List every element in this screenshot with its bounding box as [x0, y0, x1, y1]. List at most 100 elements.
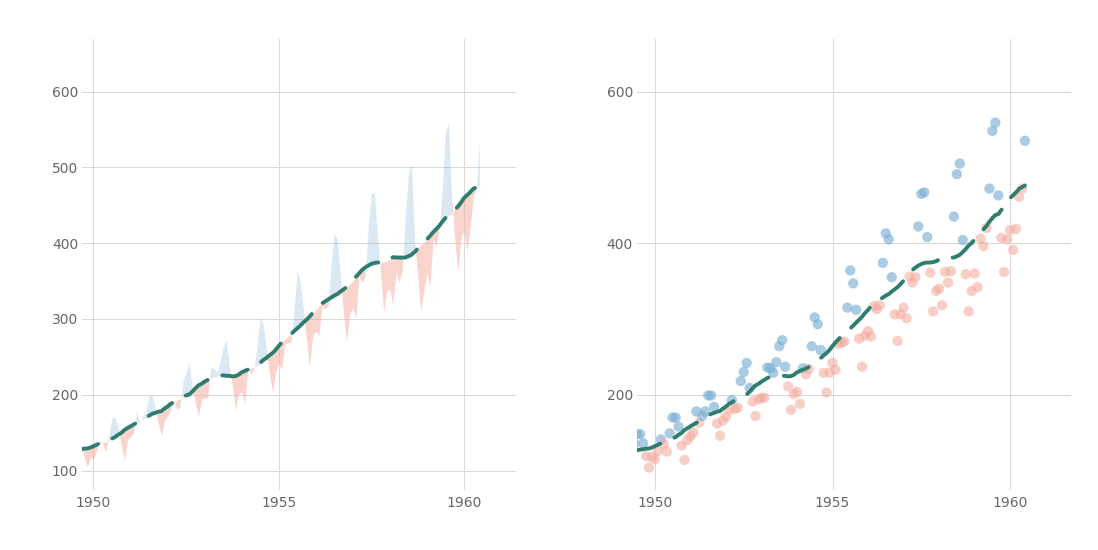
Point	[705, 403, 722, 411]
Point	[788, 387, 806, 396]
Point	[824, 359, 841, 367]
Point	[821, 368, 839, 377]
Point	[743, 397, 761, 406]
Point	[1016, 136, 1033, 145]
Point	[714, 416, 731, 425]
Point	[687, 407, 705, 416]
Point	[963, 287, 981, 295]
Point	[984, 126, 1001, 135]
Point	[675, 455, 693, 464]
Point	[874, 258, 892, 267]
Point	[996, 267, 1013, 276]
Point	[762, 364, 780, 372]
Point	[637, 452, 654, 460]
Point	[1005, 246, 1022, 255]
Point	[755, 393, 773, 402]
Point	[658, 447, 675, 456]
Point	[747, 411, 764, 420]
Point	[939, 278, 956, 287]
Point	[679, 436, 696, 444]
Point	[635, 439, 652, 448]
Point	[989, 191, 1007, 200]
Point	[684, 428, 702, 437]
Point	[764, 368, 782, 377]
Point	[871, 301, 888, 310]
Point	[732, 377, 750, 386]
Point	[729, 403, 747, 412]
Point	[832, 338, 850, 347]
Point	[626, 439, 643, 448]
Point	[907, 273, 925, 282]
Point	[966, 269, 984, 278]
Point	[836, 337, 853, 346]
Point	[696, 407, 714, 416]
Point	[968, 283, 986, 292]
Point	[916, 188, 933, 197]
Point	[803, 342, 820, 351]
Point	[708, 419, 726, 428]
Point	[948, 170, 965, 179]
Point	[703, 391, 720, 400]
Point	[883, 273, 900, 282]
Point	[1013, 184, 1031, 193]
Point	[738, 359, 755, 367]
Point	[631, 430, 649, 438]
Point	[818, 388, 836, 397]
Point	[889, 337, 907, 345]
Point	[782, 405, 799, 414]
Point	[981, 184, 998, 193]
Point	[640, 463, 658, 472]
Point	[794, 364, 811, 372]
Point	[960, 307, 977, 316]
Point	[1007, 224, 1024, 233]
Point	[937, 267, 954, 276]
Point	[750, 395, 768, 404]
Point	[954, 236, 972, 245]
Point	[900, 272, 918, 281]
Point	[879, 235, 897, 244]
Point	[895, 303, 912, 312]
Point	[753, 393, 771, 402]
Point	[877, 229, 895, 238]
Point	[759, 363, 776, 372]
Point	[909, 222, 927, 231]
Point	[921, 268, 939, 277]
Point	[892, 310, 909, 319]
Point	[945, 212, 963, 221]
Point	[699, 391, 717, 400]
Point	[717, 412, 735, 421]
Point	[933, 301, 951, 310]
Point	[682, 432, 699, 441]
Point	[930, 284, 948, 293]
Point	[670, 422, 687, 431]
Point	[951, 159, 968, 168]
Point	[735, 367, 752, 376]
Point	[780, 382, 797, 391]
Point	[694, 411, 712, 420]
Point	[712, 431, 729, 440]
Point	[628, 430, 646, 438]
Point	[898, 314, 916, 323]
Point	[656, 439, 673, 448]
Point	[666, 413, 684, 422]
Point	[661, 429, 679, 438]
Point	[928, 287, 945, 295]
Point	[987, 118, 1005, 127]
Point	[720, 405, 738, 414]
Point	[806, 313, 824, 322]
Point	[848, 305, 865, 314]
Point	[724, 395, 741, 404]
Point	[975, 242, 993, 251]
Point	[771, 342, 788, 351]
Point	[1001, 226, 1019, 235]
Point	[904, 278, 921, 287]
Point	[773, 336, 791, 345]
Point	[776, 362, 794, 371]
Point	[830, 339, 848, 348]
Point	[844, 279, 862, 288]
Point	[827, 365, 844, 374]
Point	[993, 233, 1010, 242]
Point	[839, 303, 856, 312]
Point	[815, 368, 832, 377]
Point	[649, 447, 666, 455]
